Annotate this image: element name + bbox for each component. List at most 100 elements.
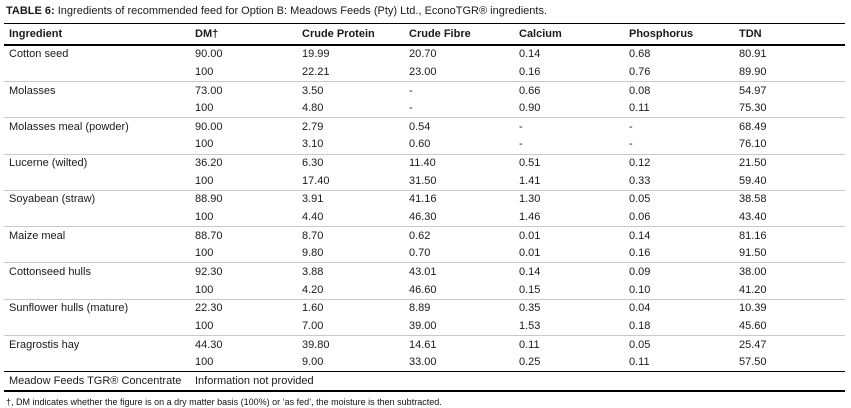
value-cell: 1.30: [514, 189, 624, 209]
value-cell: 0.08: [624, 81, 734, 100]
table-caption: TABLE 6: Ingredients of recommended feed…: [4, 2, 845, 23]
ingredient-cell: [4, 281, 190, 299]
table-row: Soyabean (straw) 88.90 3.91 41.16 1.30 0.05 38…: [4, 189, 845, 209]
value-cell: 4.80: [302, 102, 324, 115]
value-cell: 92.30: [190, 262, 297, 282]
header-row: Ingredient DM† Crude Protein Crude Fibre Cal…: [4, 23, 845, 46]
value-cell: 39.80: [297, 334, 404, 354]
value-cell: 76.10: [739, 138, 767, 151]
value-cell: -: [519, 138, 523, 151]
value-cell: 100: [195, 283, 214, 296]
ingredient-cell: [4, 63, 190, 81]
column-header-3: Crude Fibre: [404, 23, 514, 46]
value-cell: 43.40: [739, 211, 767, 224]
value-cell: 0.33: [629, 174, 651, 187]
value-cell: 89.90: [739, 65, 767, 78]
ingredient-cell: Molasses meal (powder): [4, 117, 190, 136]
table-row: 100 9.00 33.00 0.25 0.11 57.50: [4, 354, 845, 372]
ingredient-cell: Lucerne (wilted): [4, 153, 190, 173]
ingredient-cell: Molasses: [4, 81, 190, 100]
value-cell: 7.00: [302, 319, 324, 332]
value-cell: 100: [195, 102, 214, 115]
table-row: 100 4.20 46.60 0.15 0.10 41.20: [4, 281, 845, 299]
table-row: Sunflower hulls (mature) 22.30 1.60 8.89 0.3…: [4, 298, 845, 318]
value-cell: 17.40: [302, 174, 330, 187]
value-cell: 90.00: [195, 48, 223, 61]
value-cell: 0.04: [624, 298, 734, 318]
value-cell: 73.00: [190, 81, 297, 100]
ingredient-cell: [4, 172, 190, 190]
value-cell: 0.11: [629, 102, 650, 115]
value-cell: 0.05: [624, 334, 734, 354]
value-cell: 9.80: [302, 247, 324, 260]
column-header-0: Ingredient: [4, 23, 190, 46]
ingredient-cell: [4, 209, 190, 227]
ingredient-cell: [4, 100, 190, 118]
ingredient-cell: Eragrostis hay: [4, 334, 190, 354]
value-cell: 91.50: [739, 247, 767, 260]
column-header-5: Phosphorus: [624, 23, 734, 46]
value-cell: 33.00: [409, 356, 437, 369]
value-cell: -: [404, 81, 514, 100]
value-cell: 38.58: [734, 189, 845, 209]
note-cell: Information not provided: [190, 371, 845, 392]
value-cell: -: [409, 102, 413, 115]
value-cell: 1.41: [519, 174, 541, 187]
value-cell: 59.40: [739, 174, 767, 187]
table-footnotes: †, DM indicates whether the figure is on…: [4, 392, 845, 408]
value-cell: 8.89: [404, 298, 514, 318]
value-cell: 0.66: [514, 81, 624, 100]
value-cell: 0.16: [519, 65, 541, 78]
value-cell: 10.39: [734, 298, 845, 318]
value-cell: 3.50: [297, 81, 404, 100]
value-cell: 43.01: [404, 262, 514, 282]
value-cell: 0.01: [514, 226, 624, 245]
value-cell: -: [624, 117, 734, 136]
ingredient-cell: Meadow Feeds TGR® Concentrate: [4, 371, 190, 392]
ingredient-cell: Soyabean (straw): [4, 189, 190, 209]
value-cell: 4.40: [302, 211, 324, 224]
value-cell: 0.14: [514, 262, 624, 282]
value-cell: 0.01: [519, 247, 541, 260]
value-cell: 41.20: [739, 283, 767, 296]
value-cell: 11.40: [404, 153, 514, 173]
value-cell: 1.60: [297, 298, 404, 318]
value-cell: 0.06: [629, 211, 651, 224]
value-cell: 0.25: [519, 356, 541, 369]
value-cell: 68.49: [734, 117, 845, 136]
table-caption-text: Ingredients of recommended feed for Opti…: [54, 5, 548, 17]
value-cell: 0.05: [624, 189, 734, 209]
value-cell: 81.16: [734, 226, 845, 245]
value-cell: -: [514, 117, 624, 136]
value-cell: 0.14: [624, 226, 734, 245]
value-cell: 100: [195, 356, 214, 369]
column-header-6: TDN: [734, 23, 845, 46]
value-cell: 20.70: [409, 48, 437, 61]
table-header: Ingredient DM† Crude Protein Crude Fibre Cal…: [4, 23, 845, 46]
value-cell: 0.12: [624, 153, 734, 173]
value-cell: 38.00: [734, 262, 845, 282]
ingredient-cell: [4, 136, 190, 154]
table-row-concentrate: Meadow Feeds TGR® Concentrate Information…: [4, 371, 845, 392]
value-cell: 0.18: [629, 319, 651, 332]
value-cell: -: [629, 138, 633, 151]
table-row: 100 3.10 0.60 - - 76.10: [4, 136, 845, 154]
table-caption-label: TABLE 6:: [6, 5, 55, 17]
table-row: Maize meal 88.70 8.70 0.62 0.01 0.14 81.16: [4, 226, 845, 245]
column-header-2: Crude Protein: [297, 23, 404, 46]
value-cell: 36.20: [190, 153, 297, 173]
value-cell: 0.54: [404, 117, 514, 136]
value-cell: 8.70: [297, 226, 404, 245]
value-cell: 0.14: [519, 48, 541, 61]
value-cell: 100: [195, 211, 214, 224]
value-cell: 100: [195, 138, 214, 151]
value-cell: 25.47: [734, 334, 845, 354]
value-cell: 1.53: [519, 319, 541, 332]
table-row: 100 4.80 - 0.90 0.11 75.30: [4, 100, 845, 118]
table-row: Molasses meal (powder) 90.00 2.79 0.54- -68.…: [4, 117, 845, 136]
table-row: Cottonseed hulls 92.30 3.88 43.01 0.14 0.09 38…: [4, 262, 845, 282]
value-cell: 0.35: [514, 298, 624, 318]
value-cell: 0.51: [514, 153, 624, 173]
value-cell: 0.16: [629, 247, 651, 260]
